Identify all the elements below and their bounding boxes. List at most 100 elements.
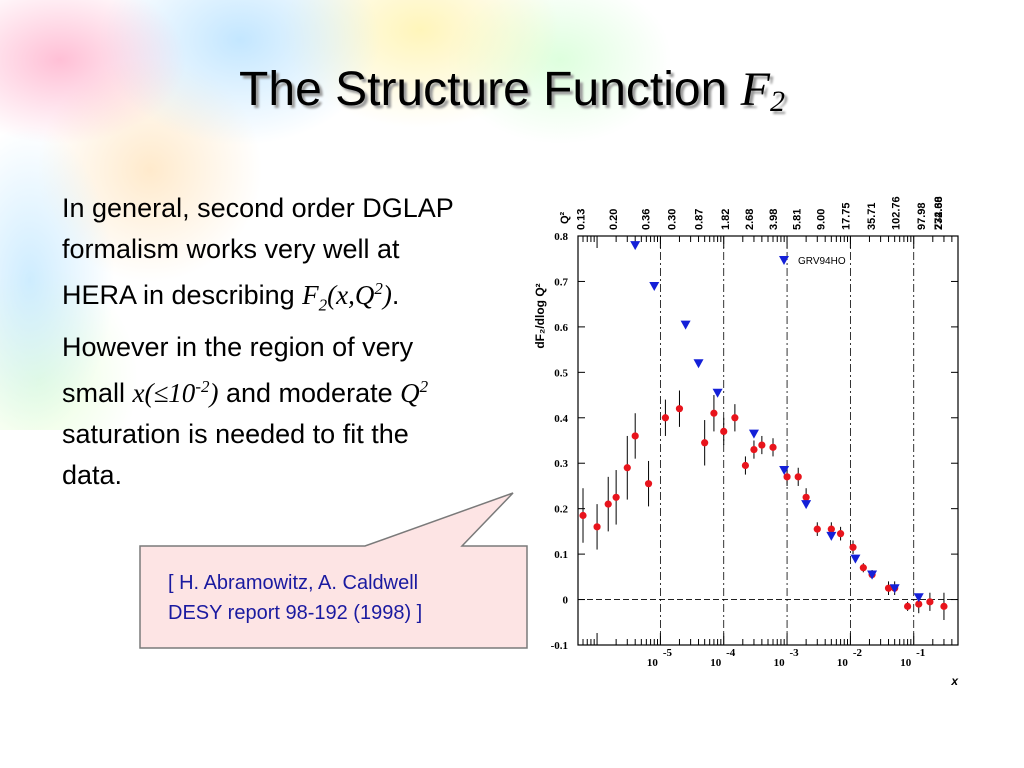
body-text-1: In general, second order DGLAP formalism… xyxy=(62,193,454,311)
q2-bin-label: 2.68 xyxy=(744,209,756,230)
x-tick-exponent: -2 xyxy=(853,647,863,659)
model-point xyxy=(826,531,837,541)
data-point xyxy=(750,445,758,454)
q2-bin-label: 0.36 xyxy=(640,209,652,230)
data-point xyxy=(612,493,620,501)
data-point xyxy=(769,443,777,451)
top-axis-label: Q² xyxy=(559,211,571,224)
data-point xyxy=(701,439,709,447)
model-point xyxy=(867,570,878,580)
model-point xyxy=(913,593,924,603)
y-tick-label: 0.6 xyxy=(554,322,568,334)
y-tick-label: 0.1 xyxy=(554,549,568,561)
citation: [ H. Abramowitz, A. Caldwell DESY report… xyxy=(168,568,508,628)
math-q2: Q2 xyxy=(400,377,429,409)
math-f2: F2(x,Q2) xyxy=(302,279,392,315)
data-point xyxy=(859,564,867,572)
y-axis-title: dF₂/dlog Q² xyxy=(533,283,547,348)
q2-bin-label: 9.00 xyxy=(816,209,828,230)
model-point xyxy=(649,281,660,291)
data-point xyxy=(836,530,845,538)
q2-bin-label: 0.20 xyxy=(608,209,620,230)
data-point xyxy=(593,523,601,531)
y-tick-label: 0.2 xyxy=(554,504,568,516)
title-text: The Structure Function xyxy=(239,63,741,116)
model-point xyxy=(889,584,900,594)
q2-bin-label: 1.82 xyxy=(720,209,732,230)
x-tick-label: 10 xyxy=(900,657,912,669)
model-point xyxy=(680,320,691,330)
data-point xyxy=(631,432,639,440)
model-point xyxy=(779,466,790,476)
data-point xyxy=(903,602,912,610)
slide-title: The Structure Function F2 xyxy=(0,62,1024,119)
data-point xyxy=(644,480,653,488)
data-point xyxy=(731,414,739,422)
q2-bin-label: 17.75 xyxy=(841,202,853,230)
x-tick-exponent: -1 xyxy=(916,647,925,659)
x-tick-exponent: -3 xyxy=(789,647,799,659)
x-tick-label: 10 xyxy=(774,657,786,669)
data-point xyxy=(813,525,821,533)
body-text-3: and moderate xyxy=(218,378,401,409)
q2-bin-label: 3.98 xyxy=(768,209,780,230)
q2-bin-label: 102.76 xyxy=(891,196,903,230)
y-tick-label: 0.3 xyxy=(554,458,568,470)
q2-bin-label: 0.87 xyxy=(694,209,706,230)
y-tick-label: 0.7 xyxy=(554,276,568,288)
y-tick-label: 0.8 xyxy=(554,231,568,243)
q2-bin-label: 774.60 xyxy=(933,196,945,230)
model-point xyxy=(748,429,759,439)
model-point xyxy=(630,241,641,251)
x-tick-label: 10 xyxy=(837,657,849,669)
body-paragraph: In general, second order DGLAP formalism… xyxy=(62,188,462,495)
data-point xyxy=(783,473,791,481)
q2-bin-label: 0.13 xyxy=(576,209,588,230)
data-point xyxy=(849,543,857,551)
body-text-4: saturation is needed to fit the data. xyxy=(62,418,409,490)
model-point xyxy=(712,388,723,398)
data-point xyxy=(579,511,587,520)
data-point xyxy=(675,405,684,413)
legend-marker xyxy=(779,256,789,265)
legend-label: GRV94HO xyxy=(798,256,846,267)
x-tick-exponent: -4 xyxy=(726,647,736,659)
x-tick-label: 10 xyxy=(710,657,722,669)
data-point xyxy=(940,602,948,610)
q2-bin-label: 5.81 xyxy=(791,209,803,230)
model-point xyxy=(693,359,704,369)
q2-bin-label: 97.98 xyxy=(916,202,928,230)
data-point xyxy=(915,600,923,608)
data-point xyxy=(926,598,934,606)
body-text-2: . However in the region of very small xyxy=(62,280,414,409)
title-symbol: F2 xyxy=(740,63,785,118)
data-point xyxy=(661,414,670,422)
data-point xyxy=(604,500,612,508)
y-tick-label: -0.1 xyxy=(551,640,568,652)
q2-bin-label: 232.38 xyxy=(933,196,945,230)
data-point xyxy=(802,493,810,501)
data-point xyxy=(720,427,728,436)
model-point xyxy=(850,554,861,564)
data-point xyxy=(741,461,750,470)
citation-line-2: DESY report 98-192 (1998) ] xyxy=(168,602,423,624)
citation-line-1: [ H. Abramowitz, A. Caldwell xyxy=(168,572,419,594)
q2-bin-label: 35.71 xyxy=(866,202,878,230)
x-axis-title: x xyxy=(950,674,959,688)
data-point xyxy=(884,584,893,592)
data-point xyxy=(623,464,631,472)
y-tick-label: 0 xyxy=(563,595,569,607)
y-tick-label: 0.4 xyxy=(554,413,568,425)
math-small-x: x(≤10-2) xyxy=(132,377,219,409)
y-tick-label: 0.5 xyxy=(554,367,568,379)
x-tick-exponent: -5 xyxy=(663,647,673,659)
data-point xyxy=(794,473,802,481)
data-point xyxy=(710,409,718,417)
model-point xyxy=(801,500,812,510)
title-subscript: 2 xyxy=(769,85,785,118)
data-point xyxy=(758,441,766,449)
data-point xyxy=(827,525,835,533)
q2-bin-label: 0.30 xyxy=(667,209,679,230)
x-tick-label: 10 xyxy=(647,657,659,669)
